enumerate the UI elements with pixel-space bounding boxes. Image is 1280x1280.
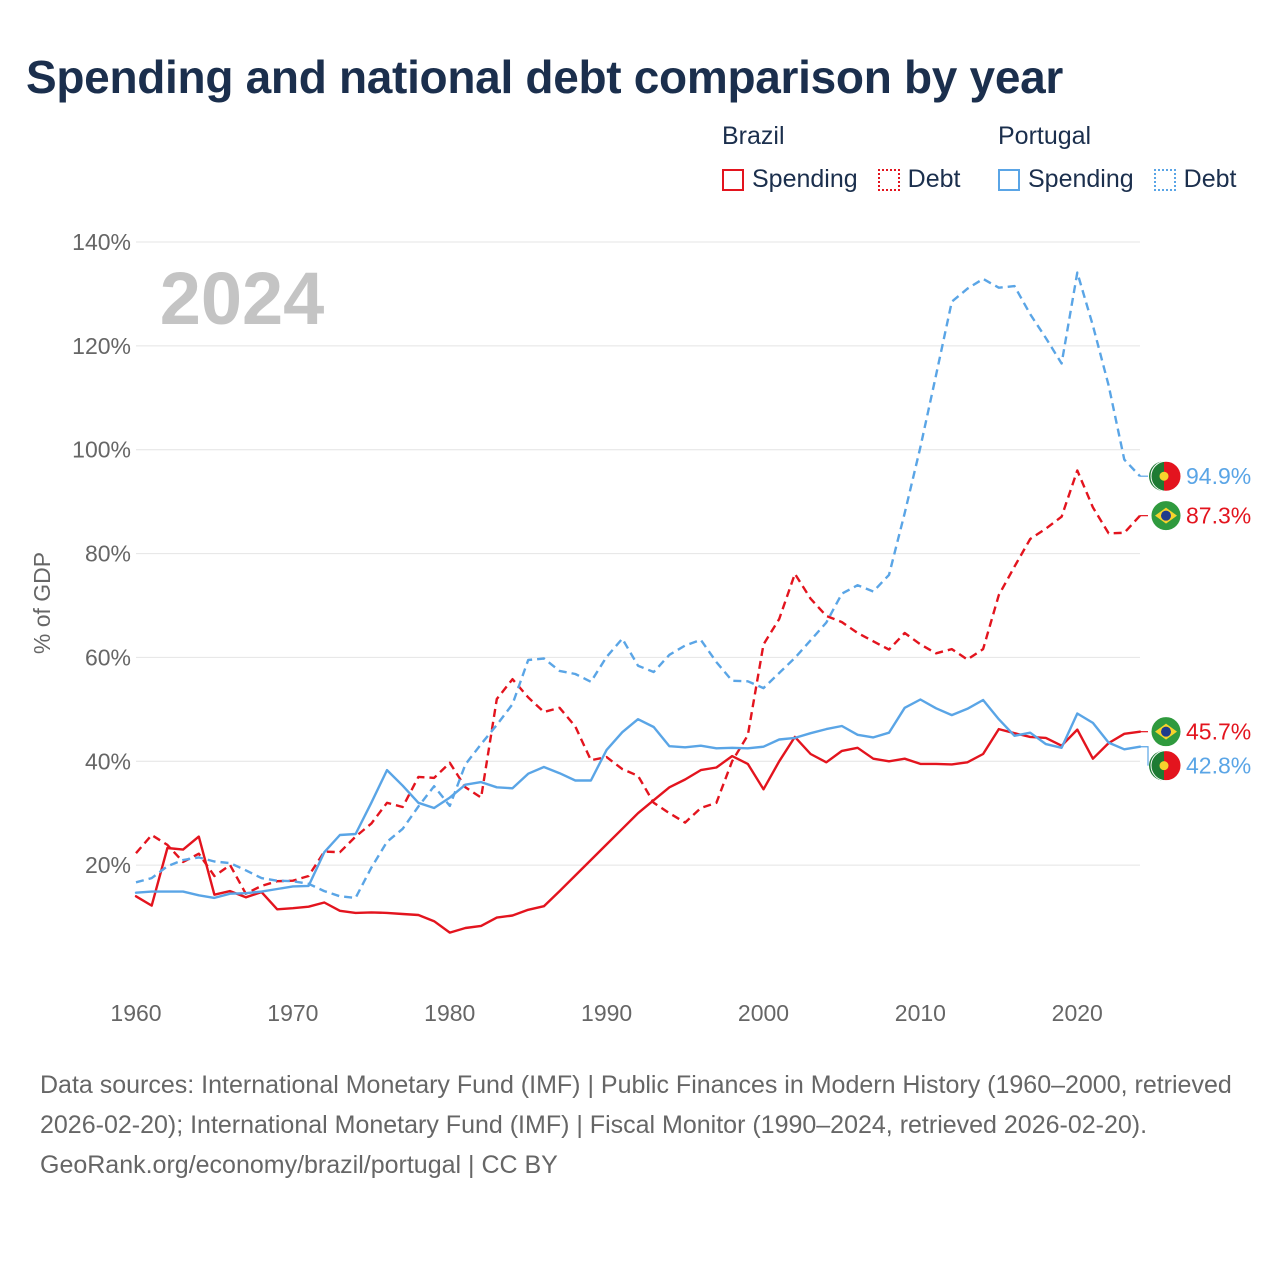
flag-emblem [1159, 761, 1169, 771]
end-value-label: 87.3% [1186, 503, 1251, 529]
x-tick-label: 1960 [110, 1000, 161, 1026]
line-chart: 2024 % of GDP 20% 40% 60% 80% 100% 120% 140% 19… [29, 229, 1251, 1026]
sources-footer: Data sources: International Monetary Fun… [40, 1065, 1250, 1185]
legend-label: Debt [907, 165, 961, 193]
y-tick-label: 80% [85, 541, 131, 567]
series-line-brazil-spending[interactable] [134, 727, 1142, 934]
flag-ring [1150, 500, 1182, 532]
flag-ring [1150, 716, 1182, 748]
end-label-layer: 94.9% 87.3% 45.7% 42.8% [1140, 460, 1251, 782]
series-line-portugal-spending[interactable] [134, 698, 1142, 900]
y-tick-label: 60% [85, 644, 131, 670]
chart-title: Spending and national debt comparison by… [26, 51, 1063, 103]
series-line-brazil-debt[interactable] [135, 469, 1141, 895]
legend-label: Spending [752, 165, 858, 193]
y-tick-label: 140% [72, 229, 131, 255]
axis-layer: 20% 40% 60% 80% 100% 120% 140% 1960 1970 1980 1990… [72, 229, 1103, 1026]
x-tick-label: 2010 [895, 1000, 946, 1026]
flag-globe [1161, 510, 1171, 521]
year-watermark: 2024 [160, 257, 325, 340]
portugal-flag-icon [1149, 460, 1182, 492]
series-layer [134, 271, 1142, 934]
legend-brazil-title: Brazil [722, 122, 785, 150]
legend-brazil-spending[interactable]: Spending [722, 165, 858, 194]
attribution-text: GeoRank.org/economy/brazil/portugal | CC… [40, 1151, 558, 1179]
legend-portugal: Portugal Spending Debt [998, 122, 1256, 194]
legend-portugal-debt[interactable]: Debt [1153, 165, 1237, 194]
x-tick-label: 1980 [424, 1000, 475, 1026]
swatch-dotted-icon [877, 168, 900, 191]
data-sources-text: Data sources: International Monetary Fun… [40, 1071, 1232, 1139]
y-tick-label: 40% [85, 748, 131, 774]
end-connector [1140, 746, 1149, 766]
legend-portugal-title: Portugal [998, 122, 1092, 150]
x-tick-label: 1970 [267, 1000, 318, 1026]
portugal-flag-icon [1149, 750, 1182, 782]
y-axis-label: % of GDP [29, 552, 55, 654]
swatch-dotted-icon [1153, 168, 1176, 191]
legend-brazil: Brazil Spending Debt [722, 122, 980, 194]
end-value-label: 42.8% [1186, 753, 1251, 779]
flag-ring [1150, 460, 1182, 492]
flag-globe [1161, 726, 1171, 737]
x-tick-label: 2020 [1052, 1000, 1103, 1026]
y-tick-label: 120% [72, 333, 131, 359]
end-value-label: 45.7% [1186, 719, 1251, 745]
flag-ring [1150, 750, 1182, 782]
x-tick-label: 2000 [738, 1000, 789, 1026]
y-tick-label: 100% [72, 437, 131, 463]
series-line-portugal-debt[interactable] [135, 271, 1141, 900]
legend-label: Spending [1028, 165, 1134, 193]
x-tick-label: 1990 [581, 1000, 632, 1026]
legend-label: Debt [1183, 165, 1237, 193]
flag-emblem [1159, 471, 1169, 481]
end-value-label: 94.9% [1186, 463, 1251, 489]
legend-portugal-spending[interactable]: Spending [998, 165, 1134, 194]
brazil-flag-icon [1150, 716, 1182, 748]
brazil-flag-icon [1150, 500, 1182, 532]
grid-layer [136, 241, 1140, 866]
y-tick-label: 20% [85, 852, 131, 878]
legend-brazil-debt[interactable]: Debt [877, 165, 961, 194]
swatch-solid-icon [722, 168, 744, 191]
swatch-solid-icon [998, 168, 1020, 191]
